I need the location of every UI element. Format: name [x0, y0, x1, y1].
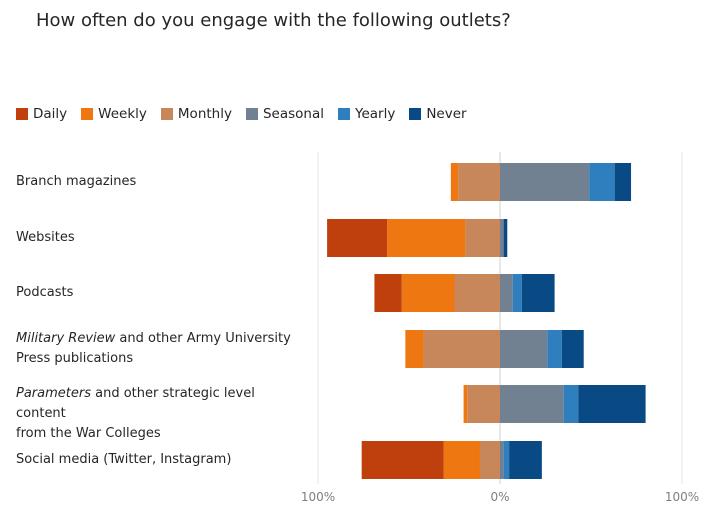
category-label: Military Review and other Army Universit…	[16, 331, 291, 366]
x-tick-label: 100%	[301, 490, 335, 504]
bar-monthly	[479, 441, 500, 479]
legend-label: Never	[426, 106, 467, 122]
bar-seasonal	[500, 441, 504, 479]
legend-item-yearly: Yearly	[338, 106, 395, 122]
bar-seasonal	[500, 385, 564, 423]
bar-seasonal	[500, 219, 504, 257]
category-label: Parameters and other strategic level con…	[16, 386, 255, 441]
legend-swatch	[338, 108, 350, 120]
bar-monthly	[467, 385, 500, 423]
bar-monthly	[454, 274, 500, 312]
legend-swatch	[81, 108, 94, 120]
bar-never	[521, 274, 555, 312]
bar-monthly	[423, 330, 500, 368]
legend-label: Yearly	[355, 106, 396, 122]
legend-swatch	[245, 108, 258, 120]
legend-label: Monthly	[177, 106, 232, 122]
chart-title: How often do you engage with the followi…	[36, 10, 511, 31]
bar-never	[509, 441, 542, 479]
category-label: Websites	[16, 230, 75, 245]
bar-yearly	[563, 385, 579, 423]
legend-label: Weekly	[98, 106, 147, 122]
x-tick-label: 100%	[665, 490, 699, 504]
legend-label: Daily	[33, 106, 68, 122]
bar-daily	[374, 274, 402, 312]
legend-item-seasonal: Seasonal	[245, 106, 324, 122]
bar-daily	[361, 441, 444, 479]
bar-seasonal	[500, 274, 513, 312]
bar-weekly	[450, 163, 459, 201]
bar-seasonal	[500, 330, 548, 368]
bar-weekly	[405, 330, 424, 368]
legend-swatch	[160, 108, 173, 120]
bar-seasonal	[500, 163, 590, 201]
bar-never	[578, 385, 646, 423]
bar-weekly	[463, 385, 468, 423]
legend-item-daily: Daily	[16, 106, 67, 122]
category-label: Podcasts	[16, 285, 74, 300]
category-label: Branch magazines	[16, 174, 137, 189]
legend-swatch	[409, 108, 422, 120]
bar-monthly	[458, 163, 500, 201]
bar-yearly	[512, 274, 522, 312]
bar-weekly	[387, 219, 466, 257]
bar-monthly	[465, 219, 500, 257]
legend-item-monthly: Monthly	[160, 106, 232, 122]
x-tick-label: 0%	[490, 490, 509, 504]
bar-never	[614, 163, 632, 201]
category-label: Social media (Twitter, Instagram)	[16, 452, 232, 467]
bar-never	[561, 330, 584, 368]
legend-item-never: Never	[409, 106, 467, 122]
bar-never	[503, 219, 508, 257]
bar-weekly	[401, 274, 455, 312]
bar-yearly	[589, 163, 615, 201]
legend: Daily Weekly Monthly Seasonal Yearly Never	[16, 104, 481, 124]
bar-yearly	[503, 441, 510, 479]
bar-weekly	[443, 441, 480, 479]
legend-label: Seasonal	[262, 106, 324, 122]
bar-yearly	[547, 330, 562, 368]
legend-item-weekly: Weekly	[81, 106, 147, 122]
legend-swatch	[16, 108, 28, 120]
bar-daily	[327, 219, 388, 257]
